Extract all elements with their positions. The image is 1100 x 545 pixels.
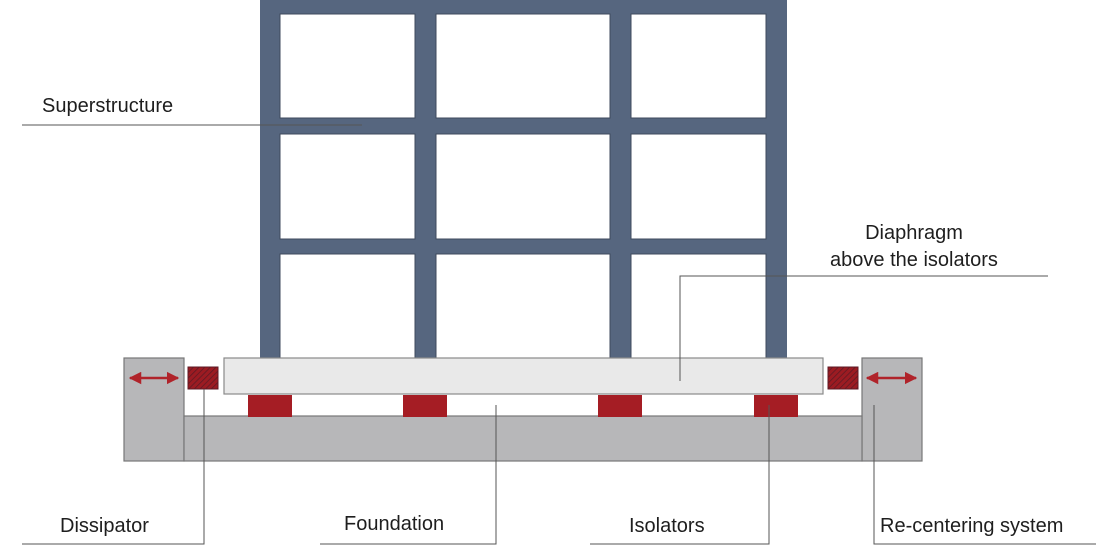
frame-panel <box>630 13 767 119</box>
frame-panel <box>435 133 611 240</box>
isolator <box>598 395 642 417</box>
foundation-label: Foundation <box>344 513 444 535</box>
frame-panel <box>435 253 611 361</box>
recentering-label: Re-centering system <box>880 515 1063 537</box>
recentering-leader <box>873 405 1096 545</box>
dissipator-label: Dissipator <box>60 515 149 537</box>
isolators-label: Isolators <box>629 515 705 537</box>
left-abutment <box>123 357 185 462</box>
isolators <box>248 395 798 417</box>
isolator <box>754 395 798 417</box>
isolator <box>248 395 292 417</box>
dissipator-leader <box>22 389 205 545</box>
diaphragm-label-line1: Diaphragm <box>865 222 963 244</box>
superstructure-label: Superstructure <box>42 95 173 117</box>
foundation-leader <box>320 405 497 545</box>
frame-panel <box>279 133 416 240</box>
isolator <box>403 395 447 417</box>
foundation-slab <box>183 415 863 462</box>
diaphragm-label-line2: above the isolators <box>830 249 998 271</box>
frame-panel <box>630 133 767 240</box>
superstructure-frame <box>260 0 787 361</box>
frame-panel <box>279 253 416 361</box>
diaphragm-leader <box>679 275 1048 381</box>
frame-panel <box>630 253 767 361</box>
frame-panel <box>435 13 611 119</box>
right-dissipator <box>827 366 859 390</box>
diaphragm-slab <box>223 357 824 395</box>
right-abutment <box>861 357 923 462</box>
frame-panel <box>279 13 416 119</box>
left-dissipator <box>187 366 219 390</box>
leader-lines <box>22 124 1096 545</box>
isolators-leader <box>590 405 770 545</box>
